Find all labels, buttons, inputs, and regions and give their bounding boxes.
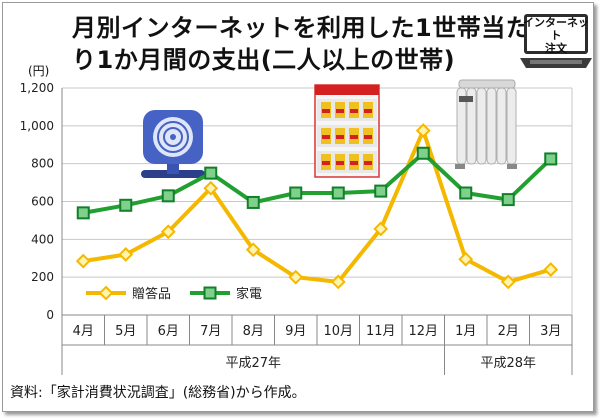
x-tick-label: 10月 <box>323 324 353 339</box>
series-line <box>82 128 552 284</box>
data-point <box>500 274 516 290</box>
data-point <box>289 186 303 200</box>
chart-title-line1: 月別インターネットを利用した1世帯当た <box>72 14 531 42</box>
series-markers <box>75 123 559 290</box>
data-point <box>330 274 346 290</box>
data-point <box>119 198 133 212</box>
y-tick-label: 200 <box>31 270 54 284</box>
year-group-label: 平成28年 <box>480 356 536 371</box>
year-groups: 平成27年 平成28年 <box>61 345 573 375</box>
y-axis-ticks: 0 200 400 600 800 1,000 1,200 <box>20 81 54 322</box>
data-point <box>544 152 558 166</box>
data-point <box>331 186 345 200</box>
badge-line2: 注文 <box>545 42 567 55</box>
legend-label: 家電 <box>236 286 262 302</box>
data-point <box>204 166 218 180</box>
y-axis-unit: (円) <box>28 64 50 78</box>
x-tick-label: 9月 <box>285 324 306 339</box>
data-point <box>203 180 219 196</box>
source-note: 資料:「家計消費状況調査」(総務省)から作成。 <box>10 385 306 401</box>
data-point <box>118 247 134 262</box>
x-tick-label: 4月 <box>73 324 94 339</box>
y-tick-label: 400 <box>31 232 54 246</box>
x-tick-label: 8月 <box>243 324 264 339</box>
y-tick-label: 0 <box>46 308 54 322</box>
data-point <box>374 184 388 198</box>
data-point <box>416 146 430 160</box>
data-point <box>543 262 559 278</box>
x-tick-label: 7月 <box>200 324 221 339</box>
data-point <box>160 224 176 240</box>
data-point <box>501 193 515 207</box>
y-tick-label: 1,000 <box>20 119 54 133</box>
x-tick-label: 6月 <box>158 324 179 339</box>
data-point <box>288 269 304 285</box>
legend: 贈答品 家電 <box>86 285 262 302</box>
data-point <box>373 221 389 237</box>
legend-marker <box>98 285 114 301</box>
x-tick-label: 12月 <box>408 324 438 339</box>
legend-label: 贈答品 <box>132 286 171 302</box>
x-tick-label: 3月 <box>540 324 561 339</box>
badge-line1: インターネット <box>523 16 589 42</box>
y-tick-label: 600 <box>31 195 54 209</box>
data-point <box>415 123 431 138</box>
laptop-icon: インターネット 注文 <box>520 14 592 70</box>
data-point <box>76 206 90 220</box>
oil-heater-icon <box>455 79 517 169</box>
chart-title-line2: り1か月間の支出(二人以上の世帯) <box>72 46 456 74</box>
year-group-label: 平成27年 <box>225 356 281 371</box>
series-lines <box>82 128 553 284</box>
x-tick-label: 1月 <box>455 324 476 339</box>
x-tick-label: 5月 <box>115 324 136 339</box>
data-point <box>245 242 261 258</box>
x-axis-categories: 4月 5月 6月 7月 8月 9月 10月 11月 12月 1月 2月 3月 <box>61 315 573 346</box>
data-point <box>75 253 91 269</box>
series-line <box>82 151 553 215</box>
gift-box-icon <box>314 84 380 178</box>
chart-frame <box>2 2 594 412</box>
x-tick-label: 2月 <box>498 324 519 339</box>
legend-marker <box>203 286 217 300</box>
y-tick-label: 1,200 <box>20 81 54 95</box>
data-point <box>458 251 474 267</box>
desk-fan-icon <box>141 110 205 178</box>
y-tick-label: 800 <box>31 157 54 171</box>
data-point <box>459 186 473 200</box>
x-tick-label: 11月 <box>366 324 396 339</box>
data-point <box>161 189 175 203</box>
data-point <box>246 195 260 209</box>
